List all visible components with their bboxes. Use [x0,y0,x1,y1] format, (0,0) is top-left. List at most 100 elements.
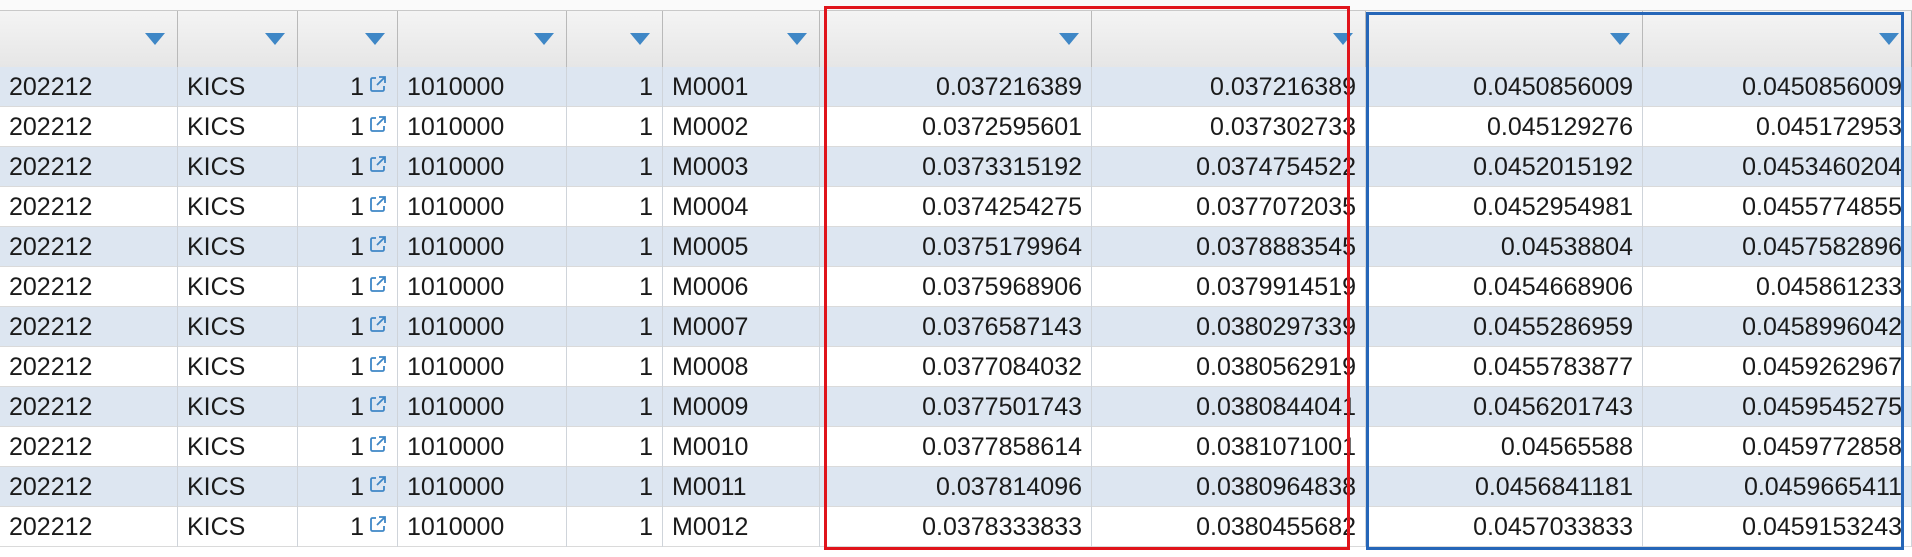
cell-num-1[interactable]: 1 [298,267,398,307]
cell-fwd-rate[interactable]: 0.0378883545 [1092,227,1366,267]
cell-af[interactable]: KICS [178,347,298,387]
cell-num-2[interactable]: 1 [567,147,663,187]
table-row[interactable]: 202212 KICS 1 1010000 1 M0004 0.0374254275 0.03… [0,187,1912,227]
cell-af[interactable]: KICS [178,107,298,147]
cell-num-2[interactable]: 1 [567,187,663,227]
open-reference-icon[interactable] [368,107,388,146]
open-reference-icon[interactable] [368,347,388,386]
cell-fwd-rate[interactable]: 0.0377072035 [1092,187,1366,227]
cell-spot-rate[interactable]: 0.037216389 [820,67,1092,107]
cell-num-1[interactable]: 1 [298,467,398,507]
cell-mat[interactable]: M0012 [663,507,820,547]
open-reference-icon[interactable] [368,267,388,306]
cell-af[interactable]: KICS [178,227,298,267]
cell-ir-cu[interactable]: 1010000 [398,227,567,267]
cell-fwd-rate[interactable]: 0.0381071001 [1092,427,1366,467]
cell-num-2[interactable]: 1 [567,427,663,467]
cell-base-y[interactable]: 202212 [0,347,178,387]
cell-base-y[interactable]: 202212 [0,307,178,347]
cell-af[interactable]: KICS [178,307,298,347]
cell-num-1[interactable]: 1 [298,187,398,227]
sort-dropdown-icon[interactable] [365,33,385,45]
cell-base-y[interactable]: 202212 [0,387,178,427]
table-row[interactable]: 202212 KICS 1 1010000 1 M0012 0.0378333833 0.03… [0,507,1912,547]
sort-dropdown-icon[interactable] [630,33,650,45]
cell-af[interactable]: KICS [178,427,298,467]
cell-base-y[interactable]: 202212 [0,227,178,267]
cell-mat[interactable]: M0010 [663,427,820,467]
cell-adj-spot-rate[interactable]: 0.0457033833 [1366,507,1643,547]
cell-fwd-rate[interactable]: 0.037216389 [1092,67,1366,107]
cell-ir-cu[interactable]: 1010000 [398,467,567,507]
cell-spot-rate[interactable]: 0.0374254275 [820,187,1092,227]
cell-adj-spot-rate[interactable]: 0.04538804 [1366,227,1643,267]
open-reference-icon[interactable] [368,187,388,226]
cell-ir-cu[interactable]: 1010000 [398,307,567,347]
cell-num-1[interactable]: 1 [298,347,398,387]
open-reference-icon[interactable] [368,147,388,186]
column-header-num-1[interactable] [298,11,398,67]
cell-adj-spot-rate[interactable]: 0.0456201743 [1366,387,1643,427]
cell-adj-spot-rate[interactable]: 0.0456841181 [1366,467,1643,507]
table-row[interactable]: 202212 KICS 1 1010000 1 M0008 0.0377084032 0.03… [0,347,1912,387]
cell-af[interactable]: KICS [178,467,298,507]
column-header-ir-cu[interactable] [398,11,567,67]
cell-adj-fwd-rate[interactable]: 0.0453460204 [1643,147,1912,187]
cell-spot-rate[interactable]: 0.0377501743 [820,387,1092,427]
cell-spot-rate[interactable]: 0.0373315192 [820,147,1092,187]
cell-spot-rate[interactable]: 0.0376587143 [820,307,1092,347]
table-row[interactable]: 202212 KICS 1 1010000 1 M0006 0.0375968906 0.03… [0,267,1912,307]
cell-af[interactable]: KICS [178,507,298,547]
column-header-fwd-rate[interactable] [1092,11,1366,67]
sort-dropdown-icon[interactable] [265,33,285,45]
cell-af[interactable]: KICS [178,267,298,307]
cell-adj-fwd-rate[interactable]: 0.0459772858 [1643,427,1912,467]
cell-adj-fwd-rate[interactable]: 0.0458996042 [1643,307,1912,347]
sort-dropdown-icon[interactable] [787,33,807,45]
cell-num-2[interactable]: 1 [567,507,663,547]
sort-dropdown-icon[interactable] [1879,33,1899,45]
column-header-af[interactable] [178,11,298,67]
cell-mat[interactable]: M0004 [663,187,820,227]
cell-af[interactable]: KICS [178,147,298,187]
table-row[interactable]: 202212 KICS 1 1010000 1 M0001 0.037216389 0.037… [0,67,1912,107]
column-header-adj-spot-rate[interactable] [1366,11,1643,67]
cell-af[interactable]: KICS [178,187,298,227]
cell-adj-fwd-rate[interactable]: 0.0457582896 [1643,227,1912,267]
cell-spot-rate[interactable]: 0.0375968906 [820,267,1092,307]
open-reference-icon[interactable] [368,427,388,466]
column-header-base-y[interactable] [0,11,178,67]
cell-fwd-rate[interactable]: 0.0379914519 [1092,267,1366,307]
cell-adj-spot-rate[interactable]: 0.04565588 [1366,427,1643,467]
cell-mat[interactable]: M0003 [663,147,820,187]
cell-ir-cu[interactable]: 1010000 [398,147,567,187]
cell-num-2[interactable]: 1 [567,467,663,507]
table-row[interactable]: 202212 KICS 1 1010000 1 M0005 0.0375179964 0.03… [0,227,1912,267]
cell-base-y[interactable]: 202212 [0,467,178,507]
cell-mat[interactable]: M0011 [663,467,820,507]
column-header-spot-rate[interactable] [820,11,1092,67]
cell-num-1[interactable]: 1 [298,107,398,147]
cell-spot-rate[interactable]: 0.0375179964 [820,227,1092,267]
cell-num-2[interactable]: 1 [567,67,663,107]
table-row[interactable]: 202212 KICS 1 1010000 1 M0002 0.0372595601 0.03… [0,107,1912,147]
cell-num-2[interactable]: 1 [567,347,663,387]
cell-ir-cu[interactable]: 1010000 [398,267,567,307]
cell-fwd-rate[interactable]: 0.0380455682 [1092,507,1366,547]
open-reference-icon[interactable] [368,387,388,426]
cell-num-1[interactable]: 1 [298,307,398,347]
cell-adj-fwd-rate[interactable]: 0.0459665411 [1643,467,1912,507]
open-reference-icon[interactable] [368,467,388,506]
cell-num-2[interactable]: 1 [567,107,663,147]
table-row[interactable]: 202212 KICS 1 1010000 1 M0009 0.0377501743 0.03… [0,387,1912,427]
sort-dropdown-icon[interactable] [1333,33,1353,45]
cell-mat[interactable]: M0008 [663,347,820,387]
column-header-num-2[interactable] [567,11,663,67]
cell-adj-fwd-rate[interactable]: 0.0455774855 [1643,187,1912,227]
cell-adj-fwd-rate[interactable]: 0.0459153243 [1643,507,1912,547]
cell-adj-spot-rate[interactable]: 0.0452954981 [1366,187,1643,227]
cell-adj-spot-rate[interactable]: 0.0454668906 [1366,267,1643,307]
cell-fwd-rate[interactable]: 0.0374754522 [1092,147,1366,187]
cell-ir-cu[interactable]: 1010000 [398,67,567,107]
cell-adj-spot-rate[interactable]: 0.0452015192 [1366,147,1643,187]
